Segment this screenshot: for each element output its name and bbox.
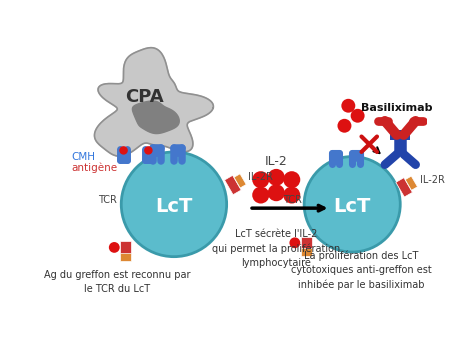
Circle shape xyxy=(283,187,300,203)
Circle shape xyxy=(268,184,285,201)
Circle shape xyxy=(337,119,351,133)
Circle shape xyxy=(304,157,400,252)
Circle shape xyxy=(341,99,356,113)
Bar xyxy=(120,253,131,261)
Text: CPA: CPA xyxy=(125,87,164,105)
Bar xyxy=(301,248,312,256)
Text: CMH: CMH xyxy=(71,152,95,162)
Text: IL-2R: IL-2R xyxy=(419,175,445,185)
Text: TCR: TCR xyxy=(98,196,117,206)
Circle shape xyxy=(121,152,227,257)
Circle shape xyxy=(252,187,269,203)
Polygon shape xyxy=(234,174,246,188)
Text: IL-2: IL-2 xyxy=(265,155,288,169)
Text: LcT: LcT xyxy=(334,197,371,216)
Circle shape xyxy=(268,169,285,186)
Polygon shape xyxy=(94,48,213,156)
Text: LcT sécrète l'IL-2
qui permet la prolifération
lymphocytaire: LcT sécrète l'IL-2 qui permet la prolifé… xyxy=(212,229,340,268)
Bar xyxy=(301,237,312,251)
Polygon shape xyxy=(405,176,418,190)
Text: TCR: TCR xyxy=(283,196,302,206)
Circle shape xyxy=(283,171,300,188)
Text: La prolifération des LcT
cytotoxiques anti-greffon est
inhibée par le basilixima: La prolifération des LcT cytotoxiques an… xyxy=(291,251,432,290)
Bar xyxy=(120,241,131,255)
Text: IL-2R: IL-2R xyxy=(248,172,273,182)
Text: Basiliximab: Basiliximab xyxy=(361,103,432,113)
Circle shape xyxy=(290,237,300,248)
Circle shape xyxy=(252,171,269,188)
Circle shape xyxy=(109,242,120,253)
Circle shape xyxy=(144,146,153,155)
Text: antigène: antigène xyxy=(71,162,117,173)
Text: LcT: LcT xyxy=(155,197,192,216)
Circle shape xyxy=(351,109,365,123)
Polygon shape xyxy=(225,175,241,195)
Text: Ag du greffon est reconnu par
le TCR du LcT: Ag du greffon est reconnu par le TCR du … xyxy=(44,270,191,294)
Polygon shape xyxy=(132,101,179,133)
Polygon shape xyxy=(396,178,412,197)
Circle shape xyxy=(119,146,128,155)
